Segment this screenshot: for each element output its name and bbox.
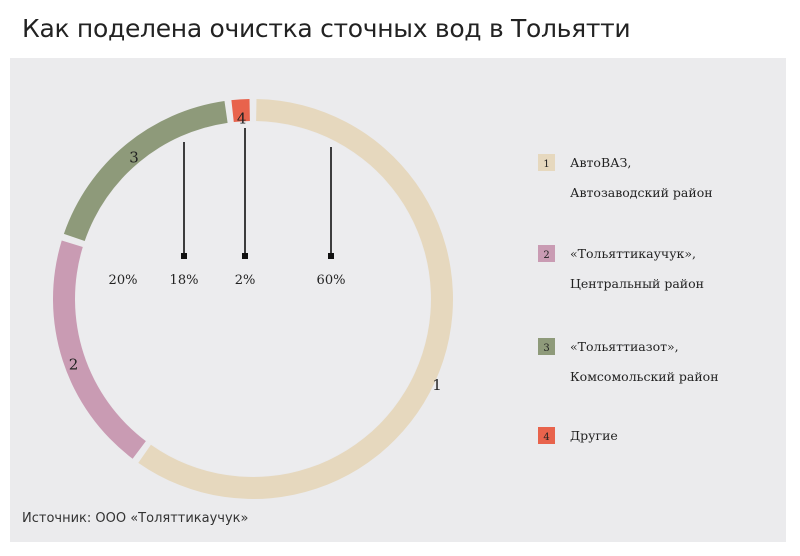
slice-3 xyxy=(63,101,228,242)
source-note: Источник: ООО «Толяттикаучук» xyxy=(22,511,249,526)
legend-swatch-1 xyxy=(538,154,555,171)
leader-marker-4 xyxy=(242,253,248,259)
title-bar: Как поделена очистка сточных вод в Толья… xyxy=(0,0,800,58)
legend-label-3-line-1: «Тольяттиазот», xyxy=(570,339,679,354)
legend-item-3: 3 «Тольяттиазот», Комсомольский район xyxy=(538,338,719,384)
leader-marker-1 xyxy=(328,253,334,259)
legend-label-1-line-2: Автозаводский район xyxy=(570,185,713,200)
chart-title: Как поделена очистка сточных вод в Толья… xyxy=(22,14,631,43)
legend-swatch-2 xyxy=(538,245,555,262)
legend-number-2: 2 xyxy=(543,250,549,261)
leader-marker-3 xyxy=(181,253,187,259)
value-label-4: 2% xyxy=(235,273,256,288)
slice-4 xyxy=(231,99,250,123)
value-label-2: 20% xyxy=(109,273,138,288)
legend-number-3: 3 xyxy=(543,343,549,354)
leader-lines xyxy=(181,128,334,259)
value-labels: 60% 20% 18% 2% xyxy=(109,273,346,288)
slice-2 xyxy=(52,240,146,459)
legend-label-4-line-1: Другие xyxy=(570,428,618,443)
legend-item-1: 1 АвтоВАЗ, Автозаводский район xyxy=(538,154,713,200)
legend-label-3-line-2: Комсомольский район xyxy=(570,369,719,384)
legend-label-1-line-1: АвтоВАЗ, xyxy=(570,155,631,170)
legend-number-1: 1 xyxy=(543,159,549,170)
legend-swatch-4 xyxy=(538,427,555,444)
legend-number-4: 4 xyxy=(543,432,549,443)
legend-label-2-line-2: Центральный район xyxy=(570,276,704,291)
donut-slices xyxy=(52,99,453,499)
legend-swatch-3 xyxy=(538,338,555,355)
slice-number-1: 1 xyxy=(432,376,442,394)
legend: 1 АвтоВАЗ, Автозаводский район 2 «Тольяттика… xyxy=(538,154,719,444)
slice-1 xyxy=(138,99,453,499)
slice-number-3: 3 xyxy=(129,148,139,166)
slice-number-2: 2 xyxy=(69,355,79,373)
slice-number-4: 4 xyxy=(237,109,247,127)
value-label-3: 18% xyxy=(170,273,199,288)
legend-item-2: 2 «Тольяттикаучук», Центральный район xyxy=(538,245,704,291)
legend-label-2-line-1: «Тольяттикаучук», xyxy=(570,246,696,261)
legend-item-4: 4 Другие xyxy=(538,427,618,444)
donut-hole xyxy=(76,122,430,476)
slice-number-labels: 1 2 3 4 xyxy=(69,109,442,393)
value-label-1: 60% xyxy=(317,273,346,288)
